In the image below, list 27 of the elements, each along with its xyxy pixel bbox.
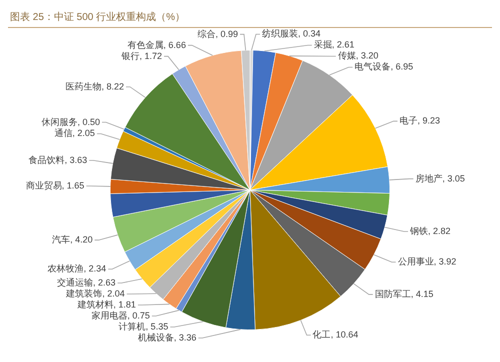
slice-label: 公用事业, 3.92 (398, 256, 456, 267)
slice-label: 钢铁, 2.82 (409, 226, 451, 236)
slice-label: 休闲服务, 0.50 (41, 116, 100, 127)
slice-label: 家用电器, 0.75 (91, 310, 150, 320)
chart-title: 图表 25：中证 500 行业权重构成（%） (8, 8, 492, 28)
slice-label: 银行, 1.72 (120, 50, 162, 61)
slice-label: 汽车, 4.20 (52, 234, 93, 245)
slice-label: 交通运输, 2.63 (57, 277, 116, 288)
slice-label: 国防军工, 4.15 (374, 288, 434, 299)
slice-label: 医药生物, 8.22 (65, 81, 124, 92)
slice-label: 通信, 2.05 (54, 128, 95, 138)
slice-label: 纺织服装, 0.34 (262, 28, 321, 39)
slice-label: 建筑材料, 1.81 (76, 299, 136, 310)
slice-label: 房地产, 3.05 (415, 173, 465, 184)
slice-label: 综合, 0.99 (197, 28, 238, 39)
slice-label: 农林牧渔, 2.34 (48, 264, 106, 274)
slice-label: 化工, 10.64 (312, 330, 358, 340)
slice-label: 电气设备, 6.95 (354, 62, 414, 72)
slice-label: 电子, 9.23 (399, 116, 440, 126)
slice-label: 商业贸易, 1.65 (26, 180, 84, 191)
slice-label: 机械设备, 3.36 (138, 332, 196, 342)
slice-label: 建筑装饰, 2.04 (65, 288, 125, 298)
slice-label: 传媒, 3.20 (338, 50, 378, 61)
slice-label: 采掘, 2.61 (314, 40, 354, 50)
slice-label: 食品饮料, 3.63 (28, 154, 88, 165)
slice-label: 有色金属, 6.66 (127, 40, 186, 50)
slice-label: 计算机, 5.35 (118, 321, 168, 332)
